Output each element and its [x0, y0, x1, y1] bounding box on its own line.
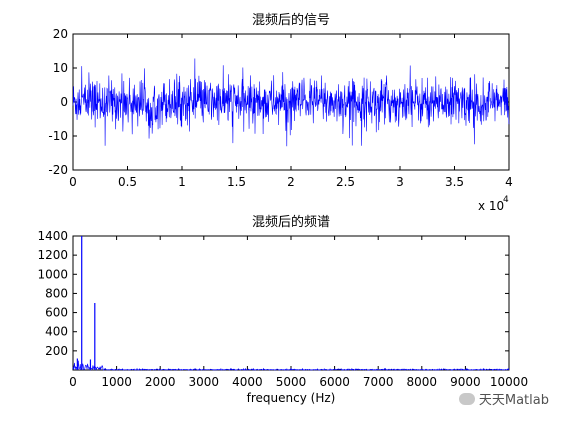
x-tick-label: 3 [396, 175, 404, 189]
signal-series-line [72, 58, 510, 147]
y-tick-label: 400 [45, 325, 68, 339]
x-tick-label: 6000 [319, 375, 350, 389]
chart-title: 混频后的信号 [252, 12, 330, 28]
x-tick-label: 1.5 [227, 175, 246, 189]
x-tick-label: 10000 [490, 375, 528, 389]
x-multiplier-label: x 10 [478, 199, 504, 213]
y-tick-label: 1400 [37, 229, 68, 243]
x-tick-label: 0 [69, 375, 77, 389]
wechat-icon [458, 392, 475, 405]
y-tick-label: 200 [45, 344, 68, 358]
y-tick-label: 1000 [37, 267, 68, 281]
x-tick-label: 0.5 [118, 175, 137, 189]
x-multiplier-exponent: 4 [503, 195, 509, 205]
x-tick-label: 2 [287, 175, 295, 189]
y-tick-label: 1200 [37, 248, 68, 262]
plot-frame [72, 235, 510, 371]
y-tick-label: 800 [45, 286, 68, 300]
y-tick-label: 600 [45, 306, 68, 320]
y-tick-label: -20 [48, 163, 68, 177]
y-tick-label: 20 [53, 27, 68, 41]
spectrum-series-line [72, 360, 510, 371]
x-tick-label: 1000 [101, 375, 132, 389]
x-tick-label: 2000 [145, 375, 176, 389]
x-tick-label: 3000 [189, 375, 220, 389]
x-tick-label: 4 [505, 175, 513, 189]
y-tick-label: -10 [48, 129, 68, 143]
spectrum-plot: 混频后的频谱 0 1000 2000 3000 4000 5000 6000 7000 8000 9… [37, 214, 528, 405]
watermark: 天天Matlab [458, 389, 549, 408]
x-tick-label: 0 [69, 175, 77, 189]
x-tick-label: 2.5 [336, 175, 355, 189]
watermark-text: 天天Matlab [478, 393, 549, 408]
x-tick-label: 3.5 [445, 175, 464, 189]
x-tick-label: 8000 [407, 375, 438, 389]
y-tick-label: 10 [53, 61, 68, 75]
x-tick-label: 4000 [232, 375, 263, 389]
signal-plot: 混频后的信号 0 0.5 1 1.5 2 2.5 3 3.5 4 -20 -10 0 10 20 x 104 [48, 12, 512, 213]
y-tick-label: 0 [60, 95, 68, 109]
x-tick-label: 7000 [363, 375, 394, 389]
chart-title: 混频后的频谱 [252, 214, 330, 230]
x-tick-label: 9000 [450, 375, 481, 389]
x-axis-label: frequency (Hz) [247, 391, 336, 405]
x-tick-label: 5000 [276, 375, 307, 389]
x-tick-label: 1 [178, 175, 186, 189]
